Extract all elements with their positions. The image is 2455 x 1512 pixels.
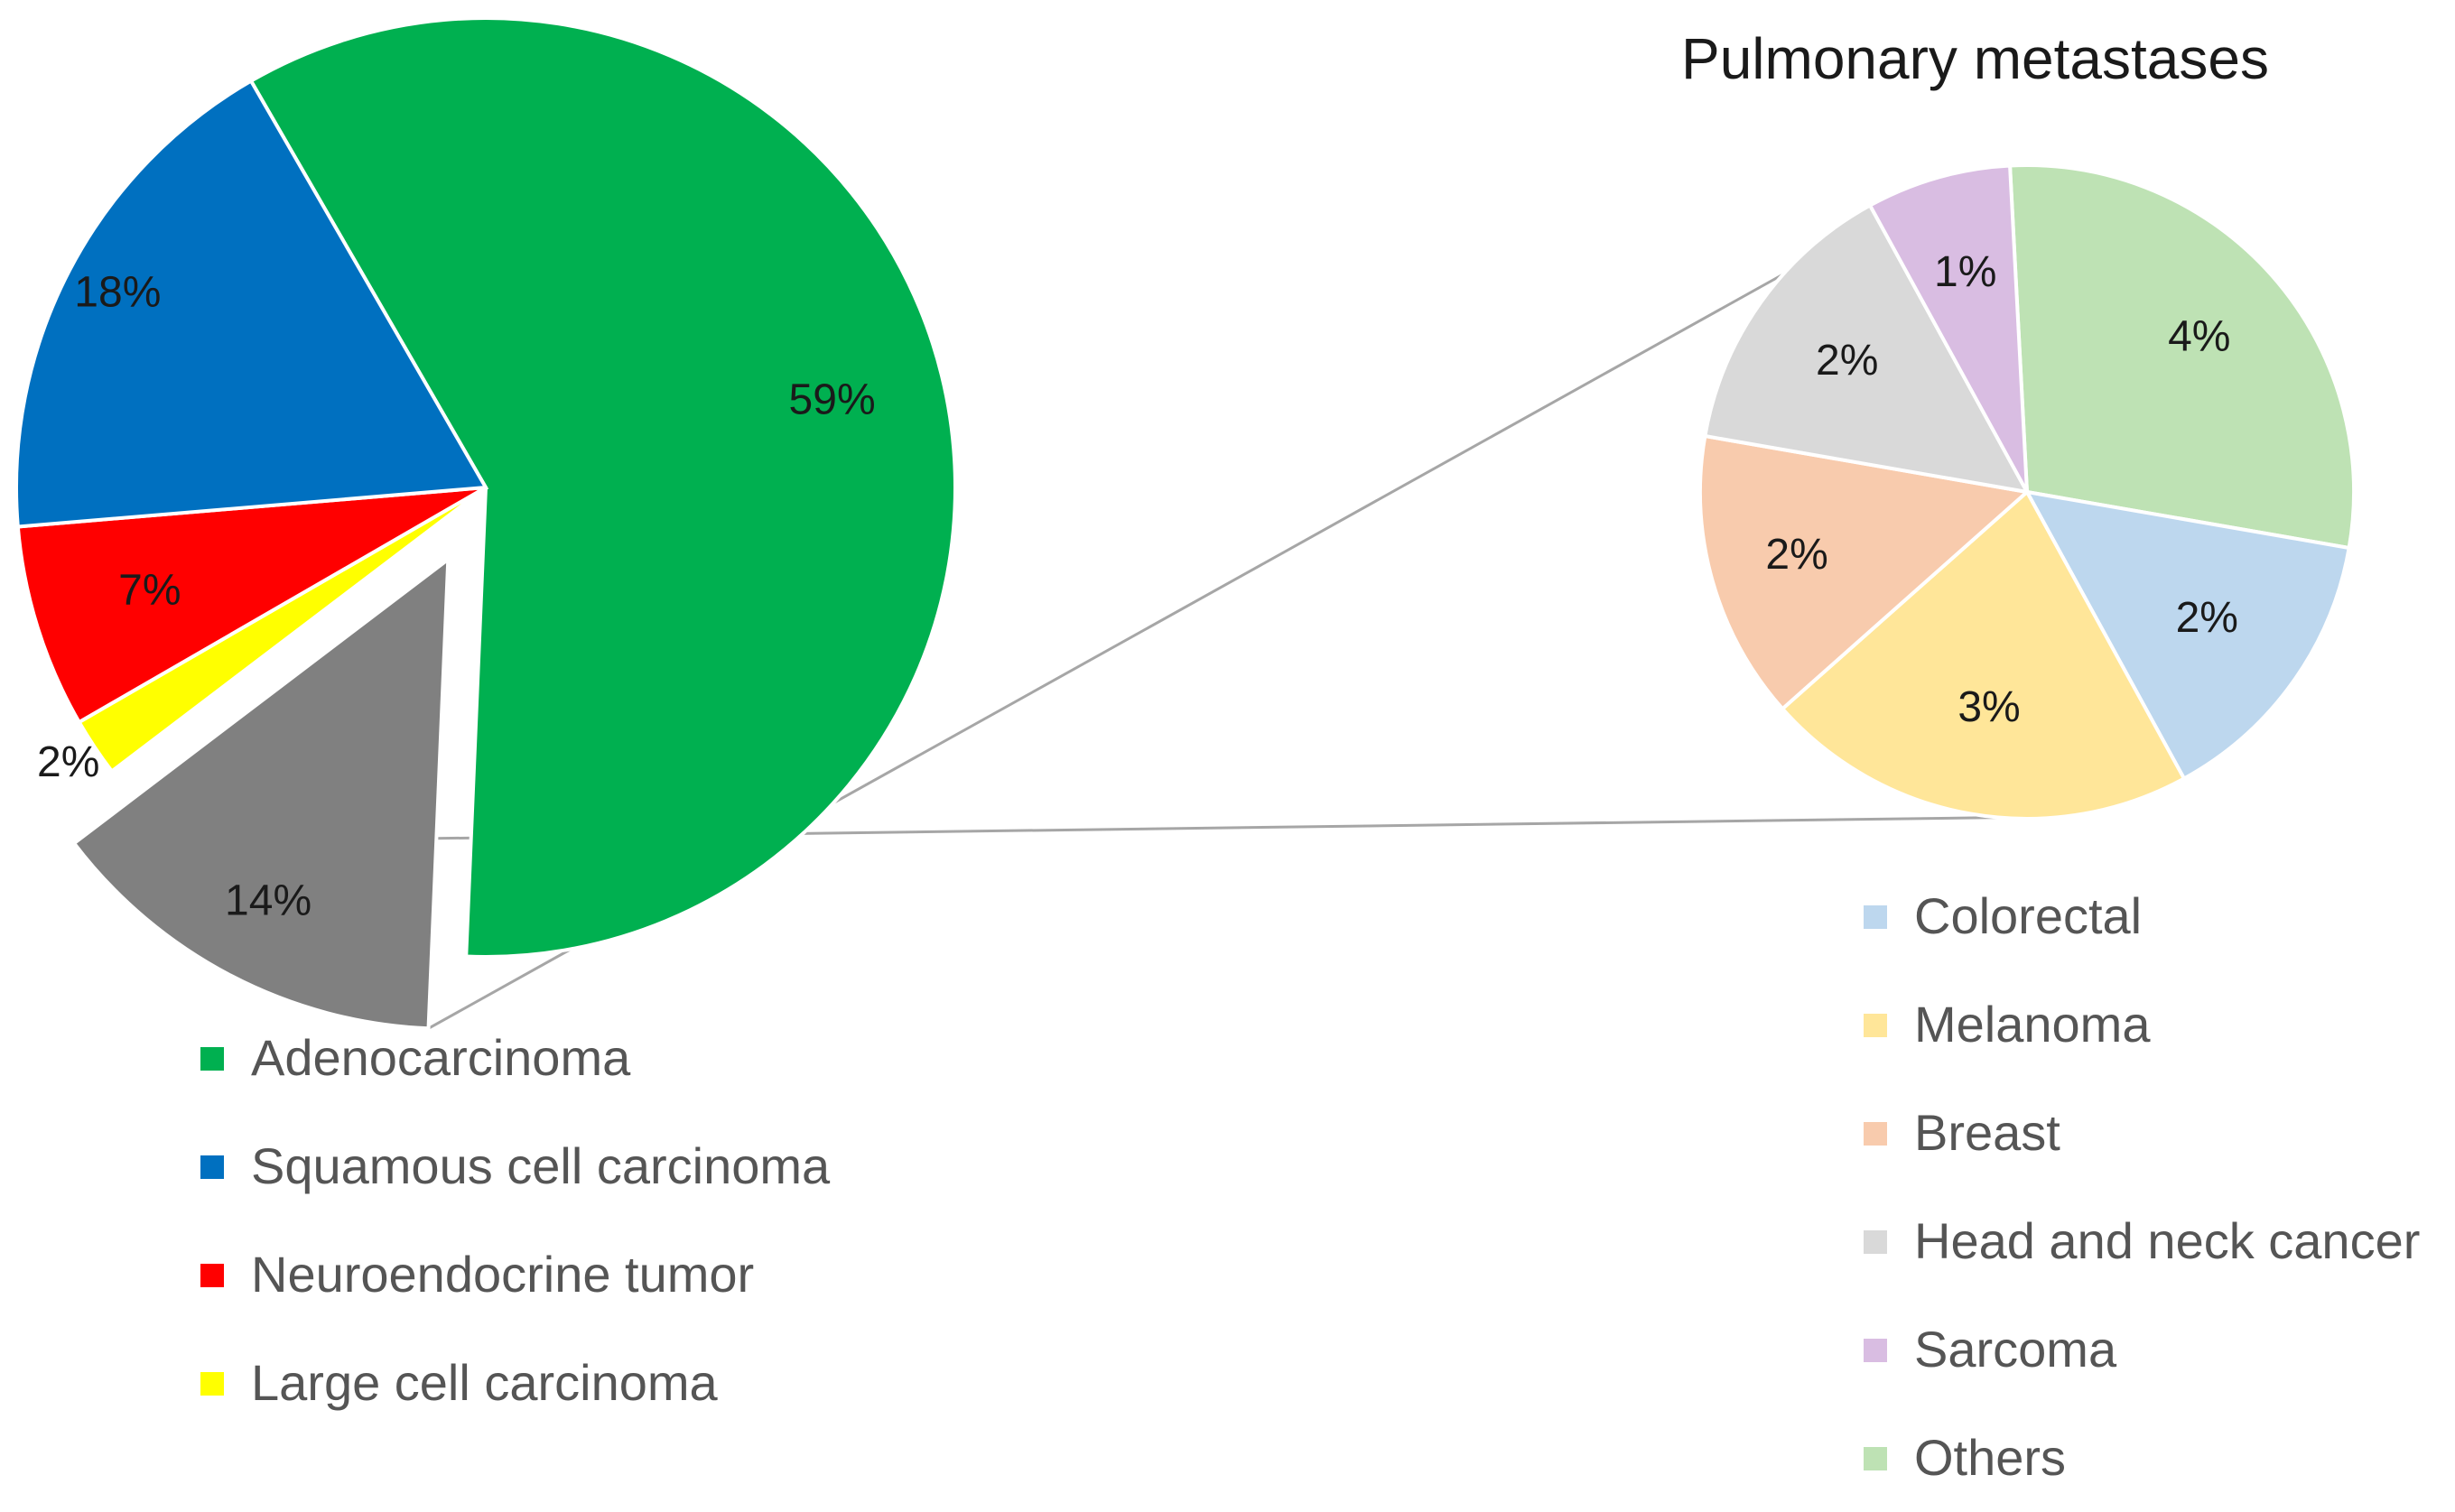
legend-item-squamous-cell-carcinoma: Squamous cell carcinoma	[200, 1112, 830, 1220]
pie-slice-head-and-neck-cancer	[1703, 202, 2031, 495]
data-label-metastases: 14%	[225, 877, 312, 924]
data-label-large-cell-carcinoma: 2%	[37, 738, 99, 786]
legend-swatch	[200, 1372, 224, 1396]
legend-item-neuroendocrine-tumor: Neuroendocrine tumor	[200, 1220, 830, 1329]
legend-swatch	[1864, 1339, 1887, 1362]
data-label-melanoma: 3%	[1957, 683, 2020, 731]
legend-item-melanoma: Melanoma	[1864, 970, 2420, 1079]
data-label-breast: 2%	[1765, 531, 1827, 579]
legend-item-sarcoma: Sarcoma	[1864, 1295, 2420, 1404]
data-label-sarcoma: 1%	[1934, 248, 1996, 296]
legend-item-others: Others	[1864, 1404, 2420, 1512]
pie-slice-others	[2007, 163, 2357, 551]
pie-slice-adenocarcinoma	[248, 16, 957, 959]
main-pie-legend: Adenocarcinoma Squamous cell carcinoma N…	[200, 1004, 830, 1437]
data-label-squamous-cell-carcinoma: 18%	[74, 269, 161, 317]
data-label-neuroendocrine-tumor: 7%	[118, 566, 181, 614]
legend-label: Adenocarcinoma	[251, 1029, 631, 1086]
legend-label: Sarcoma	[1914, 1321, 2117, 1377]
legend-swatch	[1864, 1122, 1887, 1146]
legend-label: Others	[1914, 1429, 2067, 1486]
legend-item-large-cell-carcinoma: Large cell carcinoma	[200, 1329, 830, 1437]
legend-label: Large cell carcinoma	[251, 1354, 718, 1411]
legend-swatch	[1864, 905, 1887, 929]
legend-item-colorectal: Colorectal	[1864, 862, 2420, 970]
legend-item-head-and-neck-cancer: Head and neck cancer	[1864, 1187, 2420, 1295]
detail-pie-legend: Colorectal Melanoma Breast Head and neck…	[1864, 862, 2420, 1512]
legend-label: Colorectal	[1914, 887, 2143, 944]
legend-swatch	[200, 1264, 224, 1287]
pie-slice-sarcoma	[1867, 163, 2029, 493]
legend-swatch	[1864, 1014, 1887, 1037]
pie-slice-squamous-cell-carcinoma	[14, 78, 489, 529]
pie-slice-breast	[1697, 433, 2032, 712]
data-label-colorectal: 2%	[2176, 594, 2238, 642]
legend-item-breast: Breast	[1864, 1079, 2420, 1187]
pie-slice-melanoma	[1780, 488, 2187, 821]
pie-slice-colorectal	[2023, 489, 2351, 782]
data-label-others: 4%	[2168, 312, 2230, 360]
pie-slice-neuroendocrine-tumor	[15, 486, 488, 725]
legend-label: Squamous cell carcinoma	[251, 1137, 831, 1194]
legend-swatch	[200, 1155, 224, 1179]
data-label-adenocarcinoma: 59%	[789, 376, 876, 423]
legend-item-adenocarcinoma: Adenocarcinoma	[200, 1004, 830, 1112]
legend-label: Neuroendocrine tumor	[251, 1246, 755, 1303]
legend-swatch	[1864, 1230, 1887, 1254]
legend-swatch	[1864, 1447, 1887, 1470]
pie-slice-metastases	[71, 555, 451, 1031]
main-pie: 59% 14% 2% 7% 18%	[14, 16, 957, 1031]
detail-pie-title: Pulmonary metastases	[1681, 26, 2269, 91]
legend-label: Breast	[1914, 1104, 2060, 1161]
data-label-head-and-neck-cancer: 2%	[1816, 337, 1878, 385]
legend-swatch	[200, 1047, 224, 1071]
legend-label: Head and neck cancer	[1914, 1212, 2421, 1269]
detail-pie: 4% 2% 3% 2% 2% 1%	[1697, 163, 2357, 821]
legend-label: Melanoma	[1914, 996, 2151, 1053]
